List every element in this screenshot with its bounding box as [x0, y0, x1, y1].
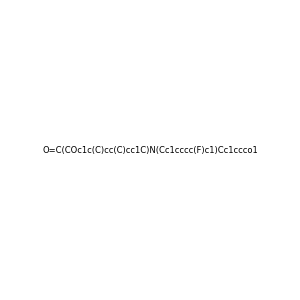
Text: O=C(COc1c(C)cc(C)cc1C)N(Cc1cccc(F)c1)Cc1ccco1: O=C(COc1c(C)cc(C)cc1C)N(Cc1cccc(F)c1)Cc1… [42, 146, 258, 154]
